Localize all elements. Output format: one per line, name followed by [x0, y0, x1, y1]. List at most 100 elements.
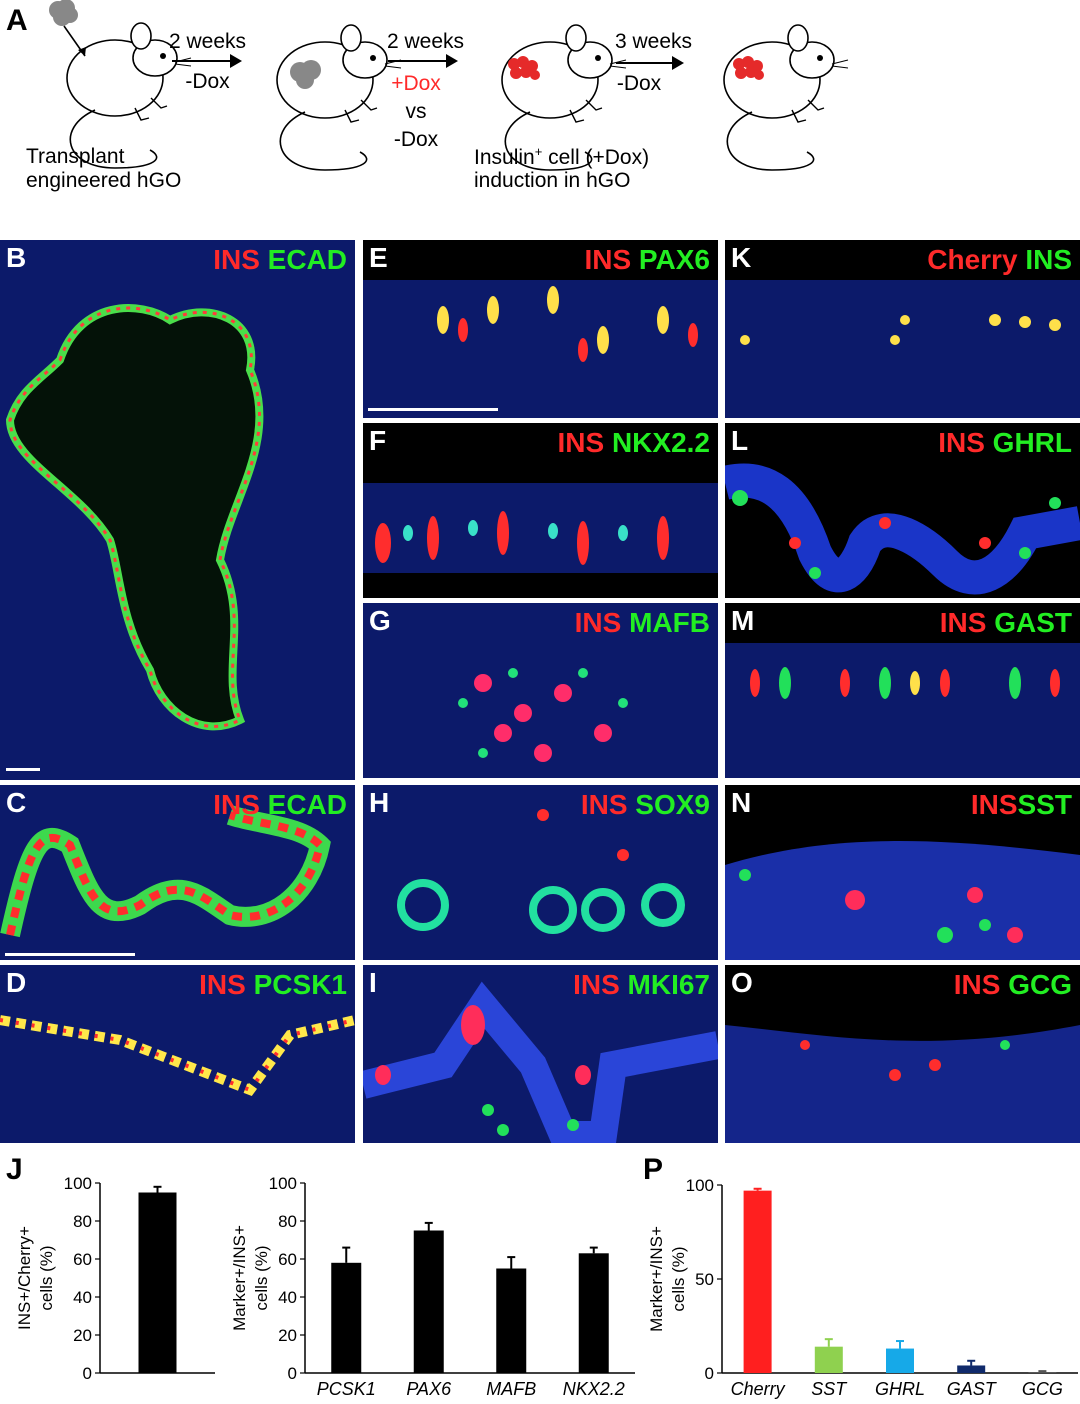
step1-cond: -Dox — [185, 70, 230, 93]
x-tick-label: GHRL — [875, 1379, 925, 1399]
caption-mid-insulin: Insulin — [474, 146, 535, 169]
stain-h-green: SOX9 — [635, 789, 710, 820]
x-tick-label: MAFB — [486, 1379, 536, 1399]
bar — [496, 1268, 527, 1373]
x-tick-label: PCSK1 — [317, 1379, 376, 1399]
stain-i-green: MKI67 — [627, 969, 710, 1000]
stain-o-red: INS — [953, 969, 1001, 1000]
stain-k-green: INS — [1025, 244, 1072, 275]
scale-bar-e — [368, 408, 498, 411]
stain-d-red: INS — [199, 969, 246, 1000]
caption-mid-3: induction in hGO — [474, 169, 631, 192]
schematic-mice — [49, 0, 849, 171]
stain-e-green: PAX6 — [638, 244, 710, 275]
y-tick-label: 0 — [288, 1364, 297, 1383]
micrograph-c: C INS ECAD — [0, 785, 355, 960]
bar — [743, 1190, 772, 1373]
panel-label-b: B — [6, 242, 27, 273]
panel-label-e: E — [369, 242, 388, 273]
micrograph-o: O INS GCG — [725, 965, 1080, 1143]
x-tick-label: NKX2.2 — [563, 1379, 625, 1399]
insulin-cluster-icon — [508, 56, 764, 80]
stain-m-green: GAST — [994, 607, 1072, 638]
y-tick-label: 20 — [278, 1326, 297, 1345]
caption-left-2: engineered hGO — [26, 169, 182, 192]
step2-cond-minus: -Dox — [393, 128, 439, 151]
panel-label-j: J — [6, 1153, 23, 1186]
panel-label-o: O — [731, 967, 753, 998]
micrograph-k: K Cherry INS — [725, 240, 1080, 418]
y-tick-label: 20 — [73, 1326, 92, 1345]
panel-label-a: A — [6, 4, 28, 37]
step2-time: 2 weeks — [386, 30, 465, 53]
panel-label-k: K — [731, 242, 752, 273]
stain-b-red: INS — [213, 244, 260, 275]
scale-bar-c — [5, 953, 135, 956]
stain-f-green: NKX2.2 — [611, 427, 710, 458]
step1-time: 2 weeks — [168, 30, 247, 53]
stain-i-red: INS — [573, 969, 620, 1000]
bar — [578, 1253, 609, 1373]
bar — [138, 1192, 177, 1373]
micrograph-h: H INS SOX9 — [363, 785, 718, 960]
bar — [814, 1346, 843, 1373]
stain-g-red: INS — [574, 607, 622, 638]
y-axis-label: cells (%) — [252, 1245, 271, 1310]
micrograph-n: N INSSST — [725, 785, 1080, 960]
stain-n-red: INS — [970, 789, 1018, 820]
stain-h-red: INS — [580, 789, 628, 820]
stain-c-red: INS — [213, 789, 260, 820]
caption-left-1: Transplant — [26, 145, 125, 168]
x-tick-label: GCG — [1022, 1379, 1063, 1399]
panel-label-c: C — [6, 787, 27, 818]
y-axis-label: cells (%) — [37, 1245, 56, 1310]
bar — [957, 1365, 986, 1373]
panel-label-f: F — [369, 425, 387, 456]
y-tick-label: 40 — [278, 1288, 297, 1307]
step3-cond: -Dox — [616, 72, 662, 95]
micrograph-f: F INS NKX2.2 — [363, 423, 718, 598]
stain-k-red: Cherry — [927, 244, 1018, 275]
graft-icon-2 — [290, 60, 321, 89]
stain-n-green: SST — [1017, 789, 1072, 820]
step2-arrow — [388, 54, 458, 68]
caption-mid-1: Insulin+ cell (+Dox) — [474, 144, 650, 170]
bar — [331, 1262, 362, 1373]
x-tick-label: SST — [811, 1379, 848, 1399]
bar — [1028, 1372, 1057, 1373]
y-tick-label: 100 — [269, 1174, 297, 1193]
stain-e-red: INS — [584, 244, 632, 275]
step3-arrow — [616, 56, 684, 70]
y-tick-label: 50 — [695, 1270, 714, 1289]
panel-label-l: L — [731, 425, 749, 456]
y-axis-label: Marker+/INS+ — [647, 1226, 666, 1332]
caption-mid-sup: + — [534, 144, 543, 159]
y-tick-label: 80 — [278, 1212, 297, 1231]
y-tick-label: 100 — [64, 1174, 92, 1193]
x-tick-label: PAX6 — [406, 1379, 452, 1399]
micrograph-m: M INS GAST — [725, 603, 1080, 778]
stain-c-green: ECAD — [267, 789, 347, 820]
step2-cond-plus: +Dox — [391, 72, 441, 95]
scale-bar-b — [6, 768, 40, 771]
step2-vs: vs — [405, 100, 427, 123]
y-tick-label: 60 — [73, 1250, 92, 1269]
step1-arrow — [172, 54, 242, 68]
step3-time: 3 weeks — [614, 30, 693, 53]
panel-label-g: G — [369, 605, 391, 636]
stain-l-green: GHRL — [992, 427, 1072, 458]
stain-m-red: INS — [939, 607, 987, 638]
panel-label-m: M — [731, 605, 755, 636]
chart-p: 0 50 100 Marker+/INS+ cells (%) Cherry SST GHRL… — [647, 1176, 1078, 1399]
y-tick-label: 100 — [686, 1176, 714, 1195]
x-tick-label: GAST — [947, 1379, 998, 1399]
y-tick-label: 60 — [278, 1250, 297, 1269]
bar — [413, 1230, 444, 1373]
y-tick-label: 80 — [73, 1212, 92, 1231]
panel-label-h: H — [369, 787, 390, 818]
panel-label-d: D — [6, 967, 27, 998]
caption-mid-rest: cell (+Dox) — [542, 146, 650, 169]
y-tick-label: 0 — [83, 1364, 92, 1383]
y-tick-label: 0 — [705, 1364, 714, 1383]
stain-b-green: ECAD — [267, 244, 347, 275]
